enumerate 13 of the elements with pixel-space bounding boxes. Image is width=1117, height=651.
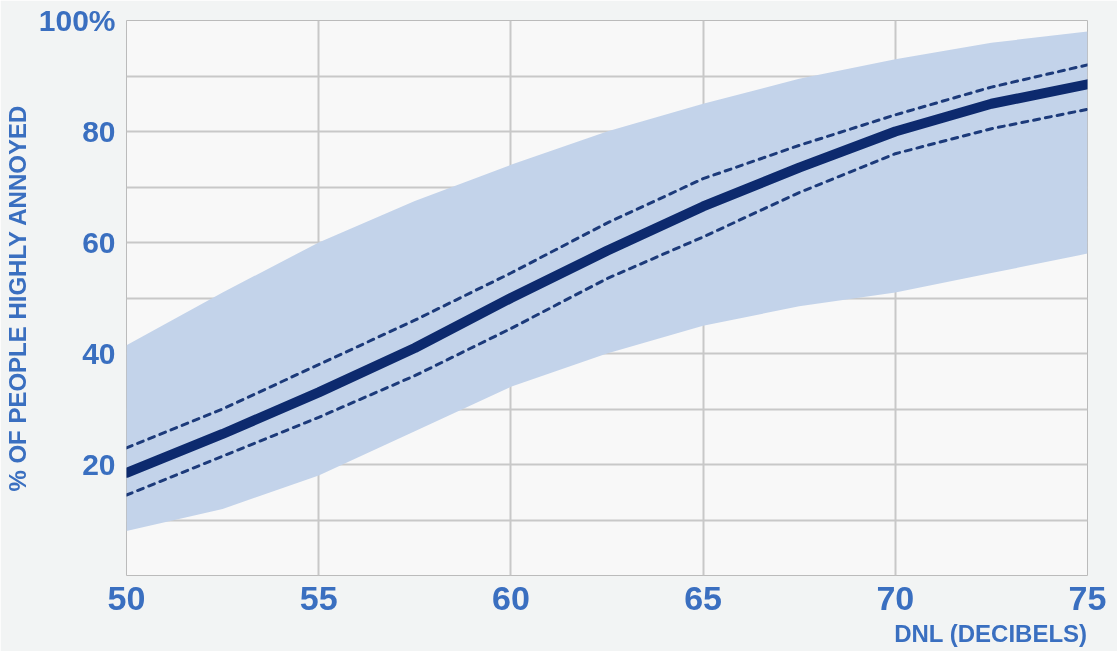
x-tick-label: 50 [107,578,146,617]
x-tick-label: 70 [876,578,915,617]
y-tick-label: 20 [82,448,116,481]
x-tick-label: 75 [1068,578,1107,617]
x-tick-label: 55 [299,578,338,617]
y-tick-label: 100% [38,4,116,37]
y-tick-label: 40 [82,337,116,370]
x-tick-label: 65 [684,578,723,617]
y-tick-label: 80 [82,115,116,148]
x-axis-title: DNL (DECIBELS) [894,619,1088,647]
x-tick-label: 60 [491,578,530,617]
y-axis-title: % OF PEOPLE HIGHLY ANNOYED [3,105,31,492]
y-tick-label: 60 [82,226,116,259]
